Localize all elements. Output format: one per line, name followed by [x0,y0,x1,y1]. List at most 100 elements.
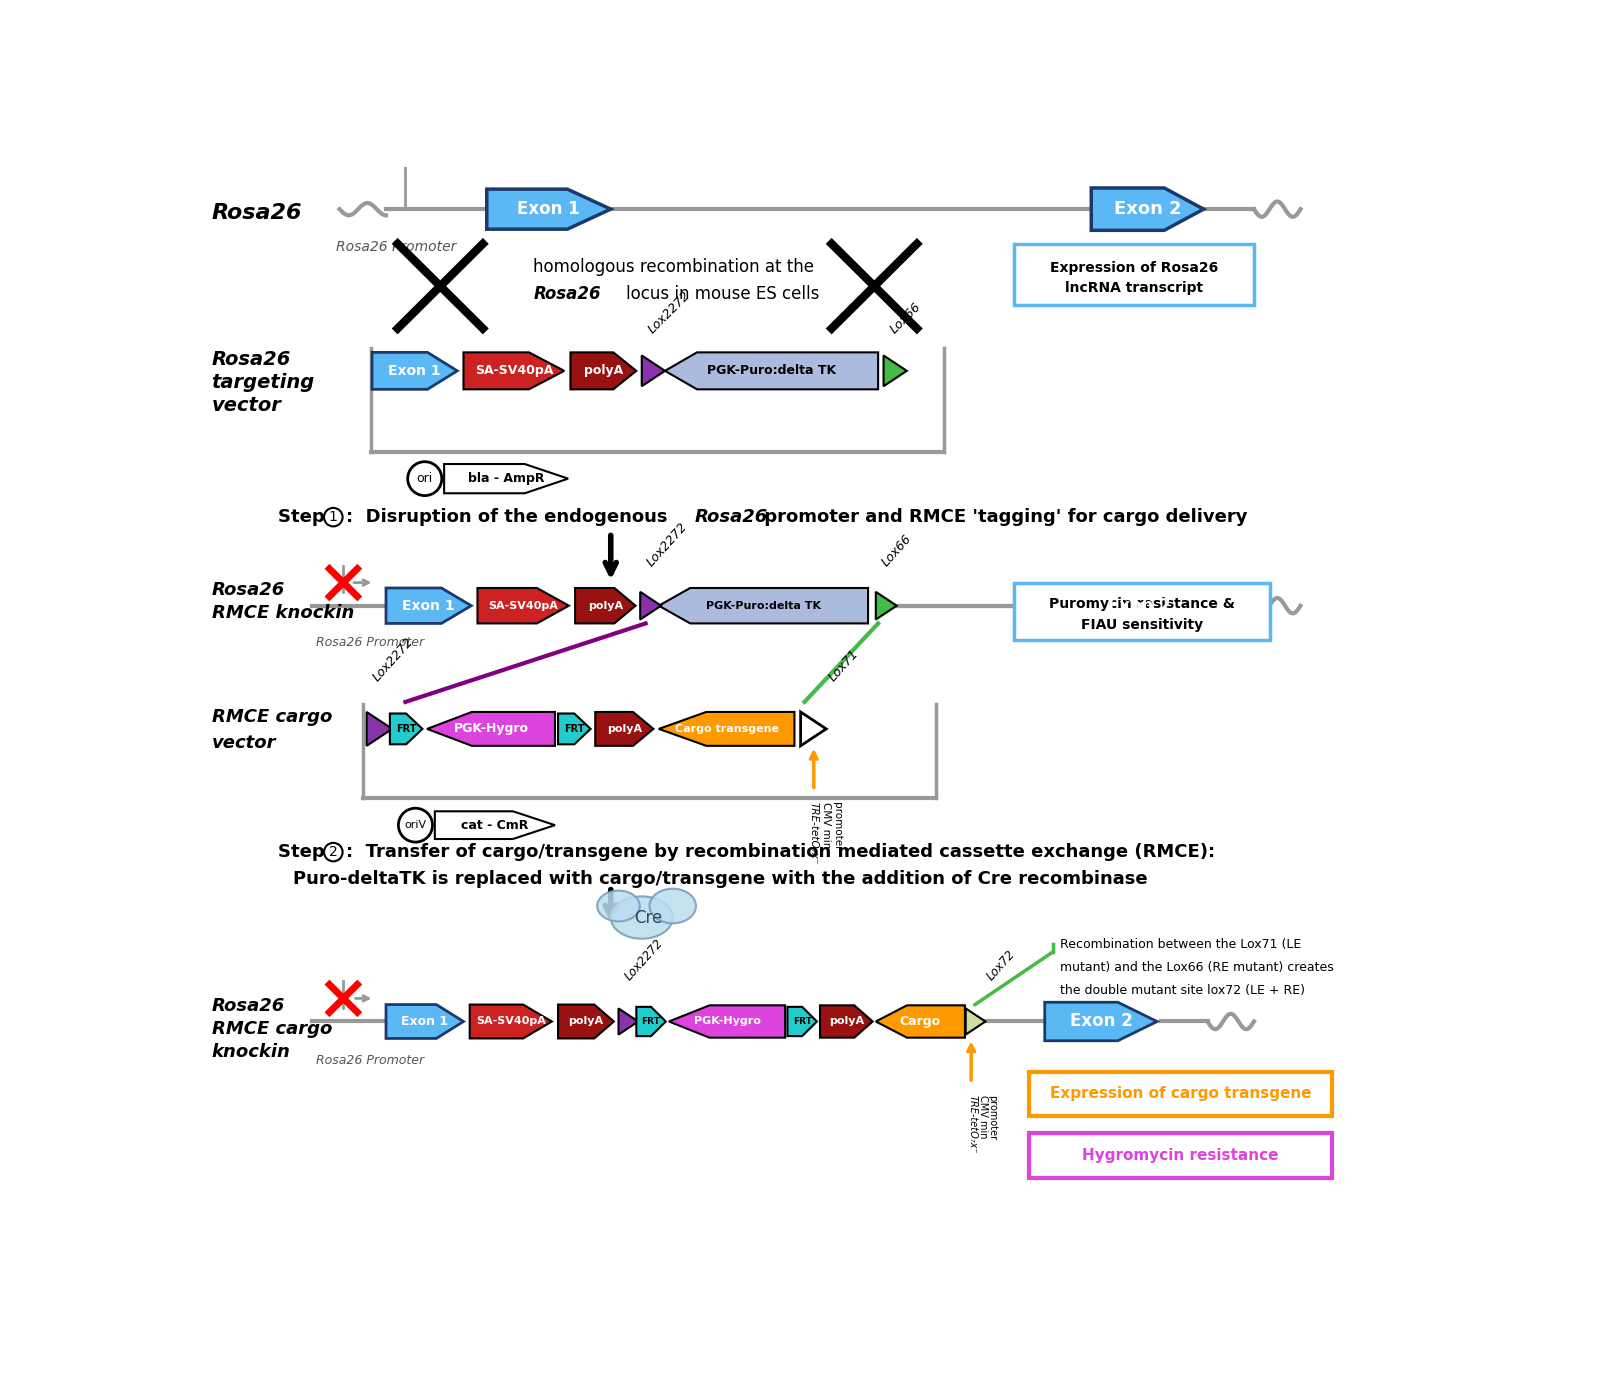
Polygon shape [1045,1002,1157,1041]
Text: polyA: polyA [829,1016,864,1026]
Polygon shape [800,712,826,746]
Text: FIAU sensitivity: FIAU sensitivity [1080,619,1203,632]
Text: PGK-Puro:delta TK: PGK-Puro:delta TK [706,600,821,610]
Bar [1029,1072,1331,1116]
Bar [1014,243,1254,306]
Text: Cargo: Cargo [899,1015,941,1029]
Text: CMV min: CMV min [978,1095,987,1138]
Text: Lox2272: Lox2272 [371,635,416,684]
Text: SA-SV40pA: SA-SV40pA [475,1016,546,1026]
Polygon shape [486,189,611,229]
Polygon shape [669,1005,786,1038]
Text: RMCE knockin: RMCE knockin [211,605,354,623]
Text: the double mutant site lox72 (LE + RE): the double mutant site lox72 (LE + RE) [1061,984,1306,997]
Text: mutant) and the Lox66 (RE mutant) creates: mutant) and the Lox66 (RE mutant) create… [1061,960,1334,974]
Text: Lox66: Lox66 [880,532,915,569]
Bar [1014,582,1269,641]
Text: homologous recombination at the: homologous recombination at the [533,259,814,275]
Text: Rosa26: Rosa26 [211,203,302,222]
Text: knockin: knockin [211,1044,291,1062]
Circle shape [323,507,342,527]
Polygon shape [966,1008,986,1034]
Text: locus in mouse ES cells: locus in mouse ES cells [626,285,819,303]
Text: ori: ori [416,473,434,485]
Text: Exon 1: Exon 1 [389,364,442,378]
Text: polyA: polyA [587,600,622,610]
Polygon shape [373,353,458,389]
Text: Puro-deltaTK is replaced with cargo/transgene with the addition of Cre recombina: Puro-deltaTK is replaced with cargo/tran… [293,870,1147,888]
Polygon shape [464,353,565,389]
Text: Rosa26: Rosa26 [211,997,285,1015]
Text: cat - CmR: cat - CmR [461,819,528,831]
Text: Step: Step [277,509,331,527]
Text: Cre: Cre [634,909,662,927]
Polygon shape [470,1005,552,1038]
Text: polyA: polyA [584,364,622,377]
Ellipse shape [650,888,696,923]
Text: Rosa26: Rosa26 [211,581,285,599]
Polygon shape [1083,587,1195,626]
Text: Step: Step [277,844,331,860]
Text: TRE-tetO₇x⁻: TRE-tetO₇x⁻ [810,802,819,865]
Text: FRT: FRT [792,1017,811,1026]
Polygon shape [619,1008,638,1034]
Text: Rosa26 Promoter: Rosa26 Promoter [317,1054,424,1068]
Text: Exon 2: Exon 2 [1109,596,1171,614]
Text: 1: 1 [330,510,338,524]
Circle shape [323,842,342,862]
Text: lncRNA transcript: lncRNA transcript [1066,281,1203,296]
Polygon shape [1091,188,1203,231]
Polygon shape [875,1005,965,1038]
Text: FRT: FRT [565,724,584,734]
Polygon shape [386,588,472,623]
Polygon shape [574,588,635,623]
Polygon shape [659,712,795,746]
Text: Puromycin resistance &: Puromycin resistance & [1048,598,1235,612]
Circle shape [398,808,432,842]
Polygon shape [883,356,907,386]
Text: Exon 1: Exon 1 [402,599,454,613]
Ellipse shape [597,891,640,922]
Text: SA-SV40pA: SA-SV40pA [475,364,554,377]
Text: Lox72: Lox72 [984,948,1018,983]
Text: Expression of Rosa26: Expression of Rosa26 [1050,261,1218,275]
Text: Lox71: Lox71 [826,648,861,684]
Text: targeting: targeting [211,373,315,392]
Text: Exon 1: Exon 1 [402,1015,448,1029]
Text: Rosa26: Rosa26 [533,285,602,303]
Text: RMCE cargo: RMCE cargo [211,1020,333,1038]
Polygon shape [558,1005,614,1038]
Text: RMCE cargo: RMCE cargo [211,709,333,727]
Text: Lox2272: Lox2272 [622,937,666,983]
Polygon shape [427,712,555,746]
Polygon shape [558,713,590,744]
Text: PGK-Puro:delta TK: PGK-Puro:delta TK [707,364,837,377]
Text: :  Transfer of cargo/transgene by recombination mediated cassette exchange (RMCE: : Transfer of cargo/transgene by recombi… [346,844,1214,860]
Polygon shape [642,356,666,386]
Text: Lox2272: Lox2272 [646,289,693,336]
Text: Exon 2: Exon 2 [1114,200,1181,218]
Text: promoter and RMCE 'tagging' for cargo delivery: promoter and RMCE 'tagging' for cargo de… [758,509,1248,527]
Polygon shape [386,1005,464,1038]
Text: Cargo transgene: Cargo transgene [675,724,779,734]
Polygon shape [477,588,570,623]
Text: bla - AmpR: bla - AmpR [467,473,544,485]
Text: PGK-Hygro: PGK-Hygro [453,723,528,735]
Text: Rosa26: Rosa26 [694,509,768,527]
Text: vector: vector [211,734,277,752]
Text: Hygromycin resistance: Hygromycin resistance [1082,1148,1278,1163]
Text: SA-SV40pA: SA-SV40pA [488,600,558,610]
Circle shape [408,461,442,496]
Text: Exon 1: Exon 1 [517,200,581,218]
Polygon shape [595,712,653,746]
Text: vector: vector [211,396,282,416]
Polygon shape [435,812,555,840]
Polygon shape [787,1006,818,1036]
Text: CMV min: CMV min [821,802,832,848]
Polygon shape [875,592,896,620]
Polygon shape [637,1006,666,1036]
Text: Expression of cargo transgene: Expression of cargo transgene [1050,1087,1310,1101]
Ellipse shape [611,897,672,938]
Polygon shape [666,353,878,389]
Text: Rosa26 Promoter: Rosa26 Promoter [317,637,424,649]
